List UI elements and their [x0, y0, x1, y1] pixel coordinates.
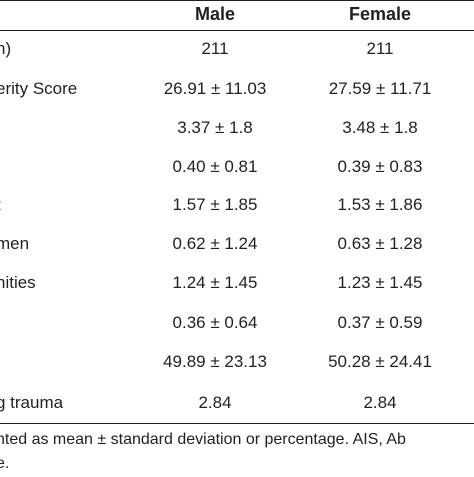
table-row: t 1.57 ± 1.85 1.53 ± 1.86 [0, 187, 474, 223]
row-female-value: 50.28 ± 24.41 [328, 352, 432, 371]
row-male-value: 0.62 ± 1.24 [172, 234, 258, 253]
row-male-value: 1.57 ± 1.85 [172, 195, 258, 214]
row-male-value: 1.24 ± 1.45 [172, 273, 258, 292]
row-male-value: 0.36 ± 0.64 [172, 313, 258, 332]
table-footnote-line: nted as mean ± standard deviation or per… [0, 431, 406, 448]
row-label: g trauma [0, 393, 64, 412]
table-header: Male Female [0, 0, 474, 32]
table-row: n) 211 211 [0, 31, 474, 67]
top-rule [0, 0, 474, 2]
header-male: Male [194, 4, 236, 24]
bottom-rule [0, 423, 474, 425]
row-male-value: 2.84 [198, 393, 232, 412]
row-label: erity Score [0, 79, 78, 98]
row-female-value: 0.39 ± 0.83 [337, 157, 423, 176]
row-male-value: 26.91 ± 11.03 [163, 79, 267, 98]
table-row: 0.40 ± 0.81 0.39 ± 0.83 [0, 149, 474, 185]
row-female-value: 1.53 ± 1.86 [337, 195, 423, 214]
row-label: n) [0, 39, 12, 58]
row-male-value: 49.89 ± 23.13 [163, 352, 267, 371]
table-row: 3.37 ± 1.8 3.48 ± 1.8 [0, 110, 474, 146]
row-female-value: 0.63 ± 1.28 [337, 234, 423, 253]
row-female-value: 211 [366, 39, 394, 58]
row-female-value: 1.23 ± 1.45 [337, 273, 423, 292]
row-female-value: 0.37 ± 0.59 [337, 313, 423, 332]
row-female-value: 2.84 [363, 393, 397, 412]
table-row: g trauma 2.84 2.84 [0, 385, 474, 421]
row-male-value: 0.40 ± 0.81 [172, 157, 258, 176]
table-row: nities 1.24 ± 1.45 1.23 ± 1.45 [0, 265, 474, 301]
row-female-value: 3.48 ± 1.8 [342, 118, 418, 137]
header-rule [0, 30, 474, 32]
table-row: 49.89 ± 23.13 50.28 ± 24.41 [0, 344, 474, 380]
row-male-value: 211 [201, 39, 229, 58]
table-row: 0.36 ± 0.64 0.37 ± 0.59 [0, 305, 474, 341]
row-male-value: 3.37 ± 1.8 [177, 118, 253, 137]
table-row: men 0.62 ± 1.24 0.63 ± 1.28 [0, 226, 474, 262]
row-label: nities [0, 273, 36, 292]
table-footnote-line: e. [0, 455, 10, 472]
row-label: t [0, 187, 1, 223]
header-female: Female [348, 4, 412, 24]
table-row: erity Score 26.91 ± 11.03 27.59 ± 11.71 [0, 71, 474, 107]
row-female-value: 27.59 ± 11.71 [328, 79, 432, 98]
row-label: men [0, 234, 30, 253]
